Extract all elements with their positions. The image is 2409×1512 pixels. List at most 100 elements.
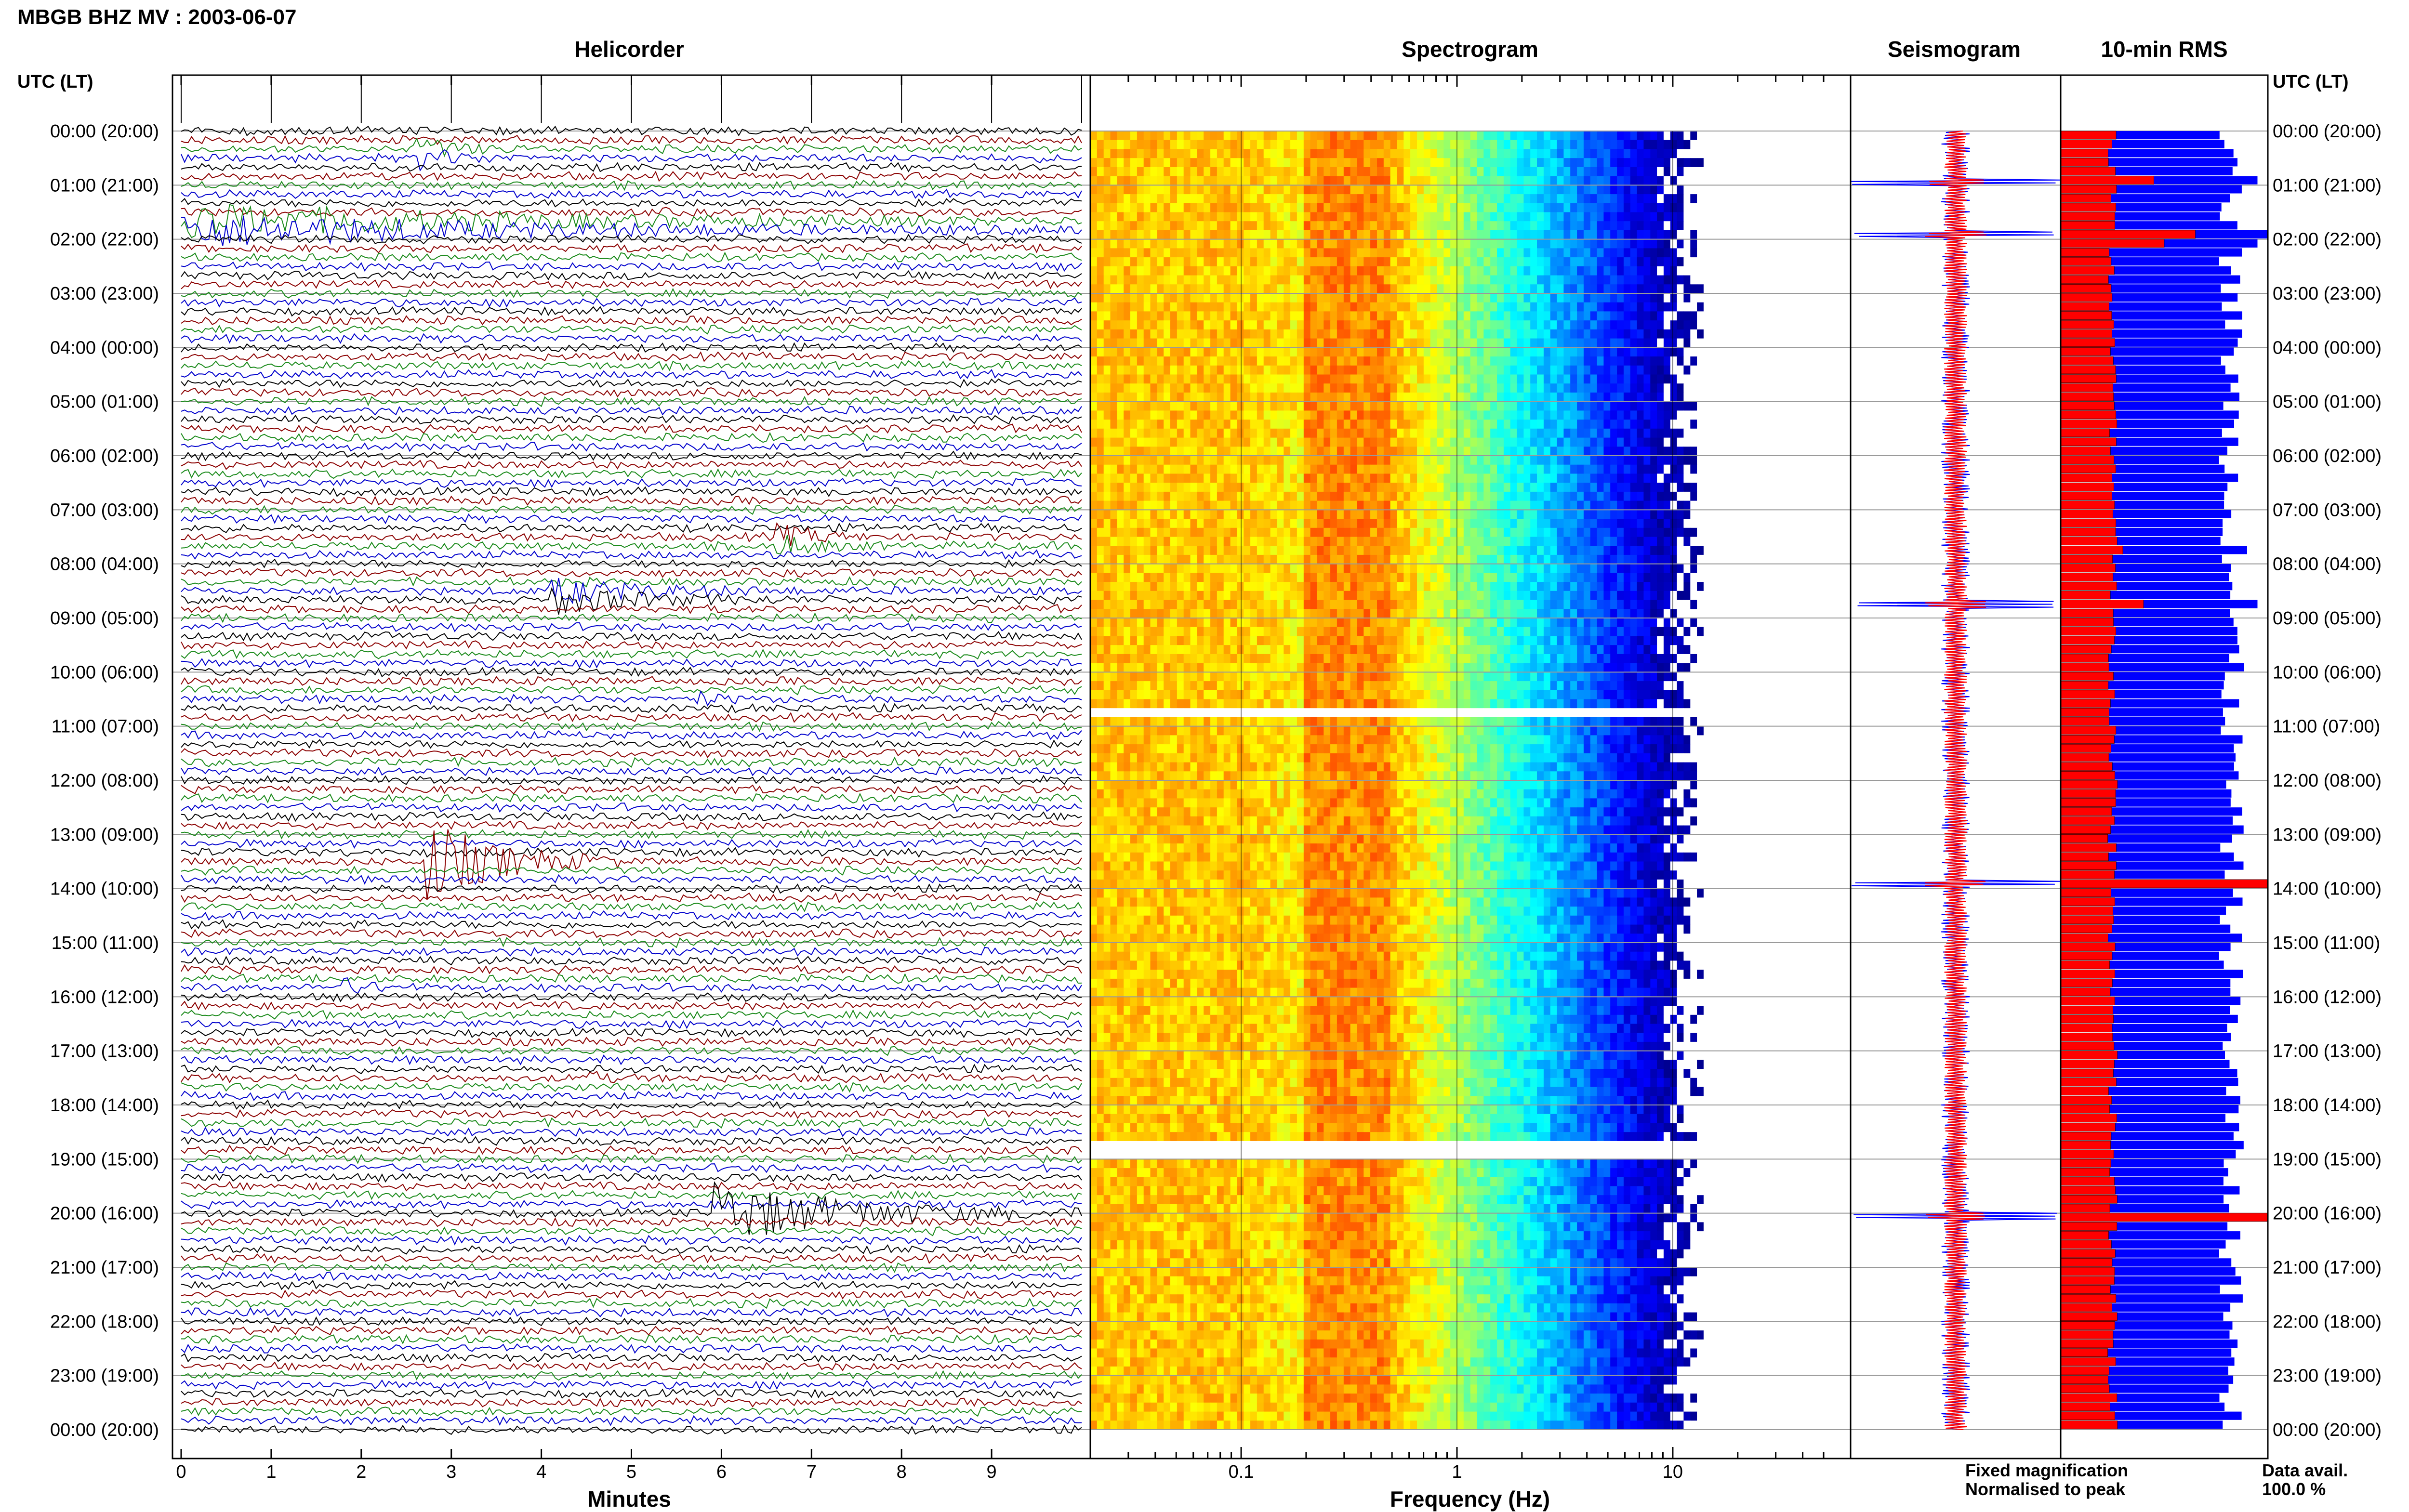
spectrogram-cell xyxy=(1443,158,1451,168)
spectrogram-cell xyxy=(1157,167,1164,177)
spectrogram-cell xyxy=(1277,510,1284,519)
spectrogram-cell xyxy=(1230,194,1237,204)
spectrogram-cell xyxy=(1683,447,1691,456)
spectrogram-cell xyxy=(1210,537,1218,546)
spectrogram-cell xyxy=(1437,519,1444,528)
spectrogram-cell xyxy=(1723,491,1731,501)
spectrogram-cell xyxy=(1317,537,1324,546)
spectrogram-cell xyxy=(1270,338,1277,348)
spectrogram-cell xyxy=(1170,329,1178,339)
spectrogram-cell xyxy=(1763,527,1771,538)
spectrogram-cell xyxy=(1750,158,1758,168)
spectrogram-cell xyxy=(1550,338,1558,348)
spectrogram-cell xyxy=(1230,483,1237,492)
spectrogram-cell xyxy=(1277,401,1284,411)
spectrogram-cell xyxy=(1537,266,1544,276)
spectrogram-cell xyxy=(1550,519,1558,528)
spectrogram-cell xyxy=(1663,420,1671,429)
spectrogram-cell xyxy=(1097,401,1104,411)
spectrogram-cell xyxy=(1697,527,1704,538)
spectrogram-cell xyxy=(1290,176,1297,185)
spectrogram-cell xyxy=(1277,338,1284,348)
spectrogram-cell xyxy=(1730,176,1737,185)
spectrogram-cell xyxy=(1750,464,1758,474)
spectrogram-cell xyxy=(1623,447,1631,456)
spectrogram-cell xyxy=(1183,410,1191,420)
spectrogram-cell xyxy=(1703,167,1711,177)
spectrogram-cell xyxy=(1217,473,1224,483)
spectrogram-cell xyxy=(1250,491,1257,501)
spectrogram-cell xyxy=(1244,456,1251,465)
spectrogram-cell xyxy=(1790,248,1798,258)
spectrogram-cell xyxy=(1490,239,1497,249)
spectrogram-cell xyxy=(1103,293,1111,303)
spectrogram-cell xyxy=(1570,257,1577,267)
spectrogram-cell xyxy=(1757,483,1764,492)
spectrogram-cell xyxy=(1583,203,1591,213)
spectrogram-cell xyxy=(1723,185,1731,195)
spectrogram-cell xyxy=(1537,167,1544,177)
spectrogram-cell xyxy=(1637,311,1644,321)
spectrogram-cell xyxy=(1383,221,1391,231)
spectrogram-cell xyxy=(1703,456,1711,465)
spectrogram-cell xyxy=(1197,311,1204,321)
spectrogram-cell xyxy=(1537,230,1544,240)
spectrogram-cell xyxy=(1530,167,1537,177)
spectrogram-cell xyxy=(1543,500,1551,510)
spectrogram-cell xyxy=(1330,212,1337,222)
spectrogram-cell xyxy=(1410,185,1417,195)
spectrogram-cell xyxy=(1810,266,1817,276)
spectrogram-cell xyxy=(1657,410,1664,420)
spectrogram-cell xyxy=(1164,320,1171,330)
spectrogram-cell xyxy=(1810,500,1817,510)
spectrogram-cell xyxy=(1657,158,1664,168)
spectrogram-cell xyxy=(1697,428,1704,438)
spectrogram-cell xyxy=(1303,338,1311,348)
spectrogram-cell xyxy=(1117,275,1124,285)
spectrogram-cell xyxy=(1777,420,1784,429)
spectrogram-cell xyxy=(1517,483,1524,492)
spectrogram-cell xyxy=(1417,338,1424,348)
spectrogram-cell xyxy=(1150,374,1157,384)
spectrogram-cell xyxy=(1410,338,1417,348)
spectrogram-cell xyxy=(1090,194,1098,204)
spectrogram-cell xyxy=(1303,248,1311,258)
spectrogram-cell xyxy=(1244,383,1251,393)
spectrogram-cell xyxy=(1744,447,1751,456)
spectrogram-cell xyxy=(1137,167,1144,177)
spectrogram-cell xyxy=(1597,239,1604,249)
spectrogram-cell xyxy=(1363,374,1371,384)
spectrogram-cell xyxy=(1657,464,1664,474)
spectrogram-cell xyxy=(1423,329,1431,339)
spectrogram-cell xyxy=(1550,284,1558,294)
spectrogram-cell xyxy=(1683,131,1691,141)
spectrogram-cell xyxy=(1790,410,1798,420)
spectrogram-cell xyxy=(1537,356,1544,366)
spectrogram-cell xyxy=(1637,356,1644,366)
utc-header-left: UTC (LT) xyxy=(17,72,93,92)
spectrogram-cell xyxy=(1124,464,1131,474)
spectrogram-cell xyxy=(1230,510,1237,519)
spectrogram-cell xyxy=(1324,420,1331,429)
spectrogram-cell xyxy=(1597,302,1604,312)
spectrogram-cell xyxy=(1257,491,1264,501)
spectrogram-cell xyxy=(1730,464,1737,474)
spectrogram-cell xyxy=(1257,284,1264,294)
spectrogram-cell xyxy=(1397,365,1404,375)
spectrogram-cell xyxy=(1270,537,1277,546)
spectrogram-cell xyxy=(1690,167,1697,177)
spectrogram-cell xyxy=(1443,392,1451,402)
spectrogram-cell xyxy=(1317,248,1324,258)
spectrogram-cell xyxy=(1423,510,1431,519)
spectrogram-cell xyxy=(1463,284,1471,294)
spectrogram-cell xyxy=(1757,510,1764,519)
spectrogram-cell xyxy=(1637,401,1644,411)
spectrogram-cell xyxy=(1183,311,1191,321)
spectrogram-cell xyxy=(1190,365,1197,375)
spectrogram-cell xyxy=(1257,275,1264,285)
spectrogram-cell xyxy=(1677,140,1684,149)
spectrogram-cell xyxy=(1597,483,1604,492)
spectrogram-cell xyxy=(1437,257,1444,267)
spectrogram-cell xyxy=(1510,257,1518,267)
spectrogram-cell xyxy=(1397,149,1404,158)
